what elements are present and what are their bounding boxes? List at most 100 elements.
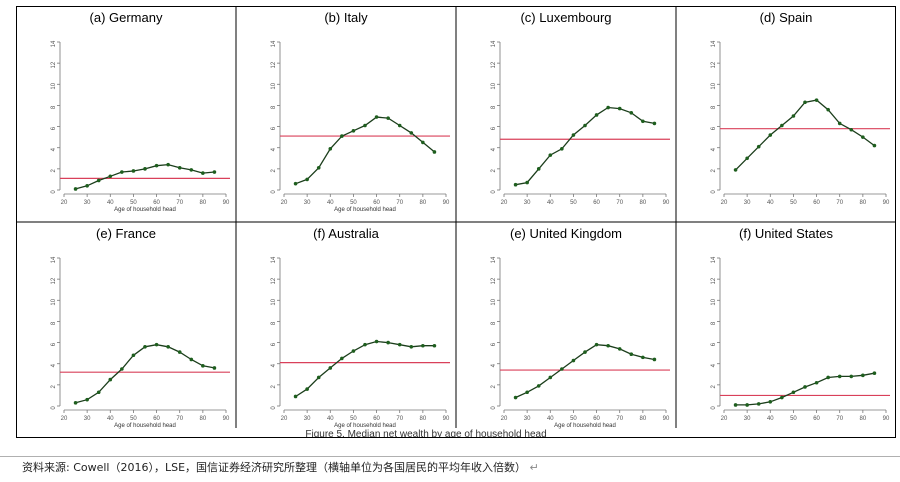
data-point <box>363 342 367 347</box>
x-tick-label: 40 <box>547 200 554 206</box>
x-tick-label: 70 <box>616 416 623 422</box>
y-tick-label: 12 <box>51 61 57 68</box>
x-tick-label: 60 <box>593 416 600 422</box>
data-point <box>374 115 379 119</box>
y-tick-label: 0 <box>491 190 497 194</box>
x-tick-label: 20 <box>721 416 728 422</box>
y-tick-label: 10 <box>271 298 277 305</box>
data-point <box>212 366 217 370</box>
data-point <box>571 358 576 363</box>
y-tick-label: 10 <box>51 298 57 305</box>
y-tick-label: 4 <box>271 363 277 367</box>
x-tick-label: 60 <box>153 416 160 422</box>
data-point <box>386 116 390 120</box>
y-tick-label: 6 <box>711 126 717 130</box>
y-tick-label: 14 <box>51 40 57 47</box>
y-tick-label: 8 <box>51 321 57 325</box>
data-point <box>316 166 321 170</box>
y-tick-label: 12 <box>711 61 717 68</box>
y-tick-label: 2 <box>271 169 277 173</box>
series-line <box>515 106 655 186</box>
data-point <box>154 342 159 347</box>
panel-title: (b) Italy <box>324 10 368 25</box>
y-tick-label: 12 <box>51 277 57 284</box>
x-axis-label: Age of household head <box>334 207 396 213</box>
y-tick-label: 2 <box>51 169 57 173</box>
y-tick-label: 12 <box>491 61 497 68</box>
panel-title: (e) United Kingdom <box>510 226 622 241</box>
y-tick-label: 2 <box>491 169 497 173</box>
x-tick-label: 70 <box>616 200 623 206</box>
x-tick-label: 80 <box>640 416 647 422</box>
panel-title: (d) Spain <box>760 10 813 25</box>
data-point <box>293 181 298 186</box>
data-point <box>525 390 529 395</box>
y-tick-label: 14 <box>711 256 717 263</box>
x-tick-label: 50 <box>130 200 137 206</box>
series-line <box>75 344 215 404</box>
data-point <box>536 167 541 171</box>
data-point <box>143 167 147 171</box>
y-tick-label: 0 <box>491 406 497 410</box>
y-tick-label: 8 <box>271 321 277 325</box>
data-point <box>432 343 437 348</box>
x-tick-label: 50 <box>790 200 797 206</box>
panel-united-states: (f) United States 0 2 4 6 8 10 12 14 20 30 40 50 60 70… <box>711 226 890 422</box>
x-tick-label: 60 <box>593 200 600 206</box>
y-tick-label: 6 <box>271 342 277 346</box>
y-tick-label: 6 <box>51 342 57 346</box>
y-tick-label: 0 <box>711 406 717 410</box>
x-tick-label: 30 <box>84 200 91 206</box>
y-tick-label: 10 <box>51 82 57 89</box>
x-tick-label: 40 <box>767 200 774 206</box>
x-tick-label: 30 <box>304 416 311 422</box>
x-tick-label: 60 <box>373 416 380 422</box>
y-tick-label: 8 <box>711 321 717 325</box>
data-point <box>791 390 796 395</box>
x-tick-label: 90 <box>443 416 450 422</box>
data-point <box>96 390 101 395</box>
x-tick-label: 60 <box>373 200 380 206</box>
x-tick-label: 80 <box>640 200 647 206</box>
y-tick-label: 6 <box>491 126 497 130</box>
data-point <box>652 357 657 362</box>
data-point <box>120 367 124 371</box>
y-tick-label: 0 <box>51 190 57 194</box>
data-point <box>143 345 147 349</box>
panel-title: (a) Germany <box>90 10 163 25</box>
x-tick-label: 70 <box>176 416 183 422</box>
x-tick-label: 80 <box>200 200 207 206</box>
data-point <box>432 150 437 154</box>
data-point <box>154 163 159 168</box>
data-point <box>85 183 89 188</box>
data-point <box>85 397 89 402</box>
panel-title: (c) Luxembourg <box>520 10 611 25</box>
return-mark: ↵ <box>529 461 539 474</box>
y-tick-label: 4 <box>271 147 277 151</box>
panel-title: (f) United States <box>739 226 833 241</box>
x-tick-label: 60 <box>153 200 160 206</box>
data-point <box>814 98 819 102</box>
y-tick-label: 2 <box>491 385 497 389</box>
data-point <box>177 166 182 170</box>
x-tick-label: 90 <box>663 416 670 422</box>
x-tick-label: 50 <box>570 416 577 422</box>
x-tick-label: 40 <box>547 416 554 422</box>
y-tick-label: 6 <box>271 126 277 130</box>
data-point <box>606 343 610 348</box>
data-point <box>629 352 634 357</box>
x-tick-label: 30 <box>304 200 311 206</box>
data-point <box>340 134 344 138</box>
data-point <box>386 340 390 345</box>
data-point <box>756 144 761 149</box>
data-point <box>421 140 425 145</box>
x-tick-label: 90 <box>443 200 450 206</box>
panel-luxembourg: (c) Luxembourg 0 2 4 6 8 10 12 14 20 30 40 50 60 70 80 9… <box>491 10 670 206</box>
y-tick-label: 14 <box>491 256 497 263</box>
x-tick-label: 30 <box>84 416 91 422</box>
x-tick-label: 30 <box>744 200 751 206</box>
y-tick-label: 10 <box>491 298 497 305</box>
y-tick-label: 4 <box>491 147 497 151</box>
x-tick-label: 80 <box>860 200 867 206</box>
y-tick-label: 8 <box>491 105 497 109</box>
